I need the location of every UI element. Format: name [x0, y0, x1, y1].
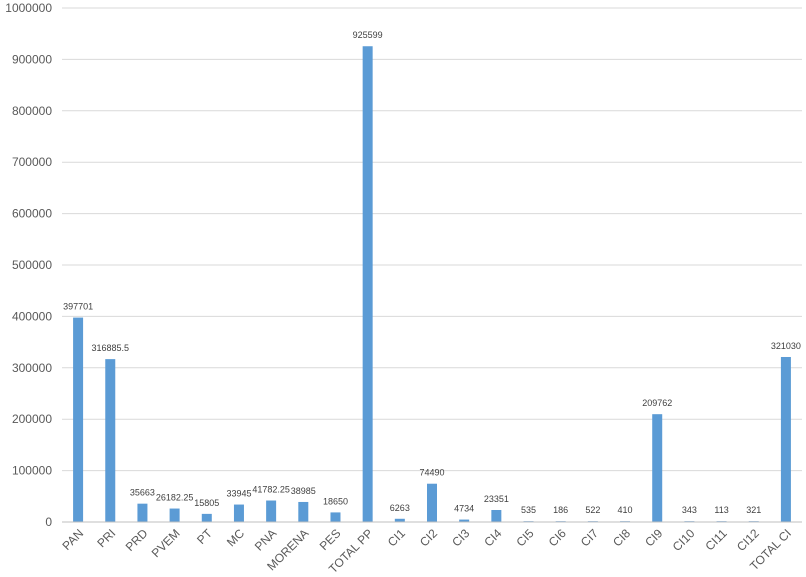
data-label: 33945 — [226, 489, 251, 499]
x-tick-label: PRI — [94, 526, 118, 550]
data-label: 41782.25 — [252, 485, 290, 495]
data-label: 316885.5 — [91, 343, 129, 353]
bar — [233, 504, 244, 522]
data-label: 23351 — [484, 494, 509, 504]
x-tick-label: CI5 — [514, 526, 537, 549]
bar — [298, 501, 309, 522]
bar — [652, 414, 663, 522]
bar — [169, 508, 180, 522]
bars — [73, 46, 791, 522]
y-tick-label: 600000 — [12, 207, 52, 221]
x-tick-label: CI4 — [481, 526, 504, 549]
data-label: 321030 — [771, 341, 801, 351]
data-label: 38985 — [291, 486, 316, 496]
bar — [780, 356, 791, 522]
x-tick-label: PRD — [123, 526, 151, 554]
bar — [394, 518, 405, 522]
x-tick-label: CI7 — [578, 526, 601, 549]
data-label: 522 — [585, 505, 600, 515]
data-label: 321 — [746, 505, 761, 515]
y-tick-label: 1000000 — [5, 1, 52, 15]
x-tick-label: PAN — [59, 526, 86, 553]
bar — [459, 519, 470, 522]
bar — [427, 483, 437, 522]
y-tick-label: 500000 — [12, 258, 52, 272]
data-label: 925599 — [353, 30, 383, 40]
data-label: 343 — [682, 505, 697, 515]
data-label: 209762 — [642, 398, 672, 408]
x-tick-label: CI8 — [610, 526, 633, 549]
data-label: 74490 — [419, 468, 444, 478]
bar — [330, 512, 341, 522]
y-tick-label: 800000 — [12, 104, 52, 118]
data-label: 6263 — [390, 503, 410, 513]
bar — [137, 503, 148, 522]
data-label: 113 — [714, 505, 728, 515]
x-tick-label: CI2 — [417, 526, 440, 549]
data-label: 15805 — [194, 498, 219, 508]
y-tick-label: 100000 — [12, 464, 52, 478]
bar — [491, 509, 502, 522]
y-axis-tick-labels: 0 100000 200000 300000 400000 500000 600000 700… — [5, 1, 52, 529]
y-tick-label: 900000 — [12, 52, 52, 66]
data-label: 186 — [553, 505, 568, 515]
bar — [266, 500, 277, 522]
gridlines — [62, 7, 802, 472]
data-label: 397701 — [63, 302, 93, 312]
x-tick-label: CI9 — [642, 526, 665, 549]
bar — [73, 317, 84, 522]
y-tick-label: 700000 — [12, 155, 52, 169]
x-tick-label: CI11 — [702, 526, 729, 553]
x-tick-label: MC — [224, 526, 247, 549]
y-tick-label: 300000 — [12, 361, 52, 375]
x-tick-label: PNA — [252, 526, 279, 553]
x-tick-label: CI1 — [385, 526, 408, 549]
bar — [362, 46, 373, 522]
x-tick-label: CI3 — [449, 526, 472, 549]
y-tick-label: 400000 — [12, 309, 52, 323]
data-label: 35663 — [130, 488, 155, 498]
x-tick-label: CI12 — [734, 526, 762, 554]
x-tick-label: PT — [194, 526, 215, 547]
y-tick-label: 200000 — [12, 412, 52, 426]
y-tick-label: 0 — [45, 515, 52, 529]
bar — [201, 513, 212, 522]
data-label: 26182.25 — [156, 493, 194, 503]
x-tick-label: PVEM — [149, 526, 183, 560]
data-label: 535 — [521, 505, 536, 515]
x-tick-label: CI6 — [546, 526, 569, 549]
x-tick-label: PES — [317, 526, 344, 553]
data-label: 18650 — [323, 496, 348, 506]
bar — [105, 359, 116, 522]
x-tick-label: CI10 — [670, 526, 698, 554]
data-label: 4734 — [454, 504, 474, 514]
data-label: 410 — [618, 505, 633, 515]
